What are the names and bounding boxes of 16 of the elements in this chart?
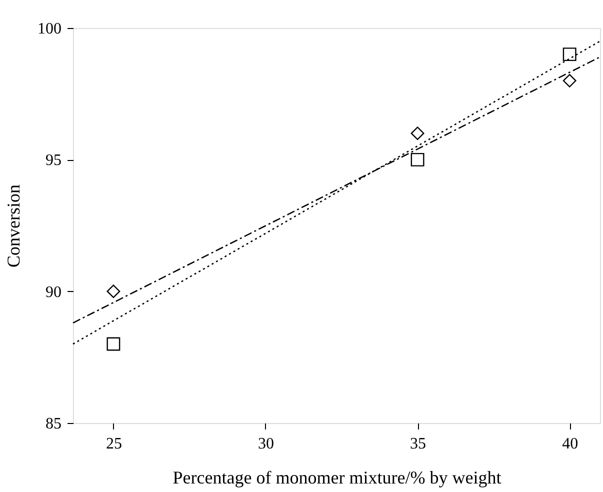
x-tick-label: 40: [562, 436, 578, 452]
y-tick-label: 90: [46, 284, 62, 301]
x-tick-label: 30: [258, 436, 274, 452]
point: [562, 74, 576, 88]
y-tick-label: 95: [46, 152, 62, 170]
y-axis-title: Conversion: [4, 184, 24, 268]
point: [106, 284, 120, 298]
point: [106, 337, 120, 351]
point: [410, 152, 424, 166]
x-axis-title: Percentage of monomer mixture/% by weight: [172, 468, 502, 488]
y-tick-label: 85: [46, 416, 62, 432]
x-tick-label: 25: [106, 436, 122, 452]
y-tick-label: 100: [38, 20, 62, 38]
x-tick-label: 35: [410, 436, 426, 452]
point: [562, 48, 576, 62]
point: [410, 126, 424, 140]
